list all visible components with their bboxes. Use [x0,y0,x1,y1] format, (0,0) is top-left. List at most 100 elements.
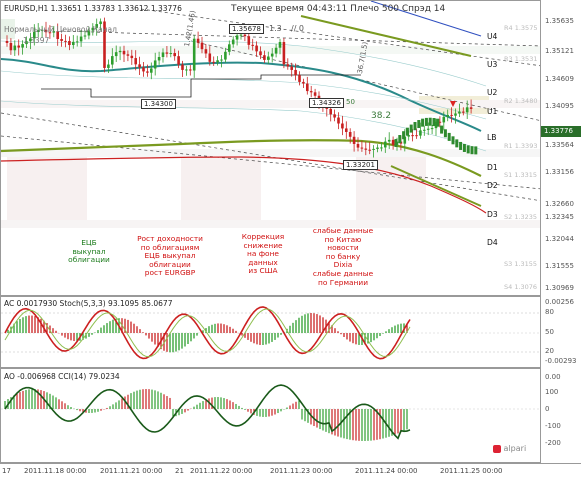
forecast-candle [432,118,436,127]
candle-body [181,64,184,70]
price-chart-pane[interactable]: EURUSD,H1 1.33651 1.33783 1.33612 1.3377… [0,0,541,296]
pivot-s3: S3 1.3155 [504,260,538,268]
time-label: 21 [175,467,184,475]
candle-body [146,71,149,73]
forecast-candle [466,145,470,154]
candle-body [352,136,356,144]
price-axis-tick: 1.35121 [545,47,574,55]
olive-moving-average [1,139,482,177]
time-label: 2011.11.21 00:00 [100,467,163,475]
candle-body [391,139,395,145]
ao-axis-tick: 100 [545,388,559,396]
candle-body [72,41,75,46]
annotation-correction: Коррекция снижение на фоне данных из США [241,232,285,276]
candle-body [142,67,145,72]
candle-body [196,38,200,43]
forecast-candle [413,122,417,131]
ao-cci-canvas [1,384,540,441]
candle-body [83,35,87,37]
ac-stoch-pane[interactable]: AC 0.0017930 Stoch(5,3,3) 93.1095 85.067… [0,296,541,368]
candle-body [173,53,176,57]
forecast-candle [455,139,459,148]
forecast-candle [451,136,455,145]
pivot-s1: S1 1.3315 [504,171,538,179]
candle-body [255,45,258,52]
candle-body [465,107,469,113]
ac-stoch-canvas [1,306,540,360]
high-marker-icon [450,101,456,107]
candle-body [309,91,313,93]
candle-body [68,40,71,46]
candle-body [177,56,180,65]
fib-50-label: 50 [346,98,355,106]
candle-body [454,113,457,116]
current-price-tag: 1.33776 [541,126,581,137]
band-line [1,100,487,152]
label-134300: 1.34300 [141,99,176,109]
candle-body [368,149,371,151]
candle-body [185,69,188,71]
candle-body [306,83,309,92]
candle-body [446,114,449,117]
candle-body [348,131,352,137]
candle-body [52,31,56,33]
trend-line [190,40,540,121]
candle-body [44,29,48,33]
candle-body [259,51,262,56]
forecast-candle [409,124,413,133]
candle-body [29,38,32,42]
candle-body [165,52,169,54]
candle-body [9,42,13,51]
candle-body [247,36,251,45]
level-lb: LB [487,133,497,142]
candle-body [419,130,422,136]
ao-cci-pane[interactable]: AO -0.006968 CCI(14) 79.0234 alpari [0,368,541,463]
pivot-band [1,149,540,157]
candle-body [337,117,340,124]
price-chart-canvas [1,1,540,228]
candle-body [294,69,297,76]
upper-olive-channel [300,15,472,57]
time-label: 2011.11.23 00:00 [270,467,333,475]
price-axis-tick: 1.35635 [545,17,574,25]
pivot-r1: R1 1.3393 [504,142,538,150]
ac-axis: 0.00256 80 50 20 -0.00293 [541,296,581,368]
candle-body [286,64,290,67]
forecast-candle [474,146,478,155]
candle-body [220,59,223,61]
pivot-r3: R3 1.3531 [504,55,538,63]
trend-line [1,112,540,202]
time-label: 17 [2,467,11,475]
stoch-main-line [4,306,411,360]
candle-body [263,55,266,60]
time-label: 2011.11.22 00:00 [190,467,253,475]
forecast-candle [470,146,474,155]
candle-body [290,66,293,70]
candle-body [329,108,332,115]
candle-body [231,39,235,45]
trend-line [1,135,540,190]
forecast-candle [424,117,428,126]
candle-body [458,111,461,114]
ao-axis: 0.00 100 0 -100 -200 [541,368,581,463]
blue-trend-line [370,1,482,37]
forecast-candle [447,132,451,141]
candle-body [5,41,9,43]
candle-body [224,51,227,60]
time-axis: 17 2011.11.18 00:00 2011.11.21 00:00 21 … [0,463,581,481]
price-axis-tick: 1.30969 [545,284,574,292]
candle-body [56,31,59,40]
candle-body [138,64,141,68]
fib-38-label: 38.2 [371,111,392,121]
candle-body [364,148,368,150]
level-u2: U2 [487,88,498,97]
price-axis-tick: 1.34609 [545,75,574,83]
forecast-candle [417,120,421,129]
candle-body [430,128,434,130]
candle-body [426,128,430,130]
fib-13-label: 1.3 [269,24,282,33]
candle-body [438,121,442,123]
candle-body [169,53,173,55]
candle-body [87,30,91,36]
candle-body [380,147,383,149]
